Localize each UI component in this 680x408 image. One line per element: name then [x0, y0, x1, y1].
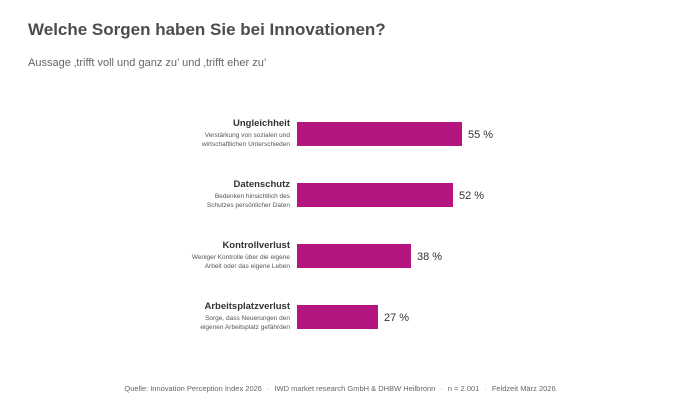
category-description: eigenen Arbeitsplatz gefährden [200, 324, 290, 331]
category-description: Verstärkung von sozialen und [205, 132, 291, 139]
footer-institution: IWD market research GmbH & DHBW Heilbron… [274, 384, 436, 393]
footer-sample: n = 2.001 [447, 384, 480, 393]
category-description: Schutzes persönlicher Daten [207, 202, 290, 209]
category-description: wirtschaftlichen Unterschieden [201, 141, 291, 148]
bar-1 [297, 183, 453, 207]
value-label: 27 % [384, 312, 409, 324]
category-description: Arbeit oder das eigene Leben [205, 263, 291, 270]
footer-period: Feldzeit März 2026 [491, 384, 556, 393]
category-label: Kontrollverlust [222, 240, 290, 251]
category-label: Datenschutz [234, 179, 291, 190]
chart-subtitle: Aussage ‚trifft voll und ganz zu’ und ‚t… [28, 57, 267, 69]
chart-title: Welche Sorgen haben Sie bei Innovationen… [28, 20, 386, 39]
category-label: Arbeitsplatzverlust [204, 301, 290, 312]
category-label: Ungleichheit [233, 118, 291, 129]
value-label: 55 % [468, 129, 493, 141]
footer-separator: · [266, 384, 270, 393]
footer-separator: · [484, 384, 487, 393]
bar-2 [297, 244, 411, 268]
category-description: Sorge, dass Neuerungen den [205, 315, 290, 322]
value-label: 52 % [459, 190, 484, 202]
bar-0 [297, 122, 462, 146]
footer-source: Quelle: Innovation Perception Index 2026 [124, 384, 262, 393]
footer-separator: · [440, 384, 443, 393]
category-description: Weniger Kontrolle über die eigene [192, 254, 291, 261]
category-description: Bedenken hinsichtlich des [215, 193, 291, 200]
chart-footer: Quelle: Innovation Perception Index 2026… [0, 384, 680, 393]
value-label: 38 % [417, 251, 442, 263]
bar-3 [297, 305, 378, 329]
